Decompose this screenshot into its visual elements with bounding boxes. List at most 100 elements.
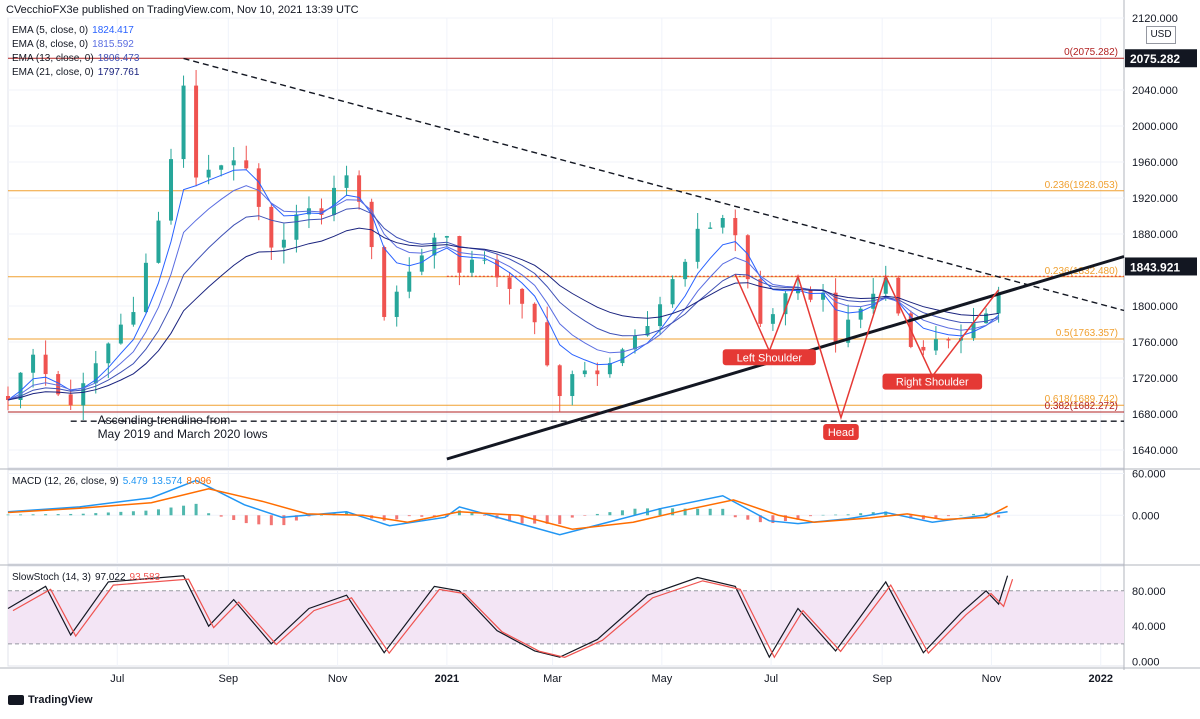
candle-body (31, 354, 36, 373)
macd-histogram-bar (6, 514, 10, 516)
head-label: Head (828, 427, 854, 439)
legend-ema13-value: 1806.473 (97, 53, 140, 64)
candle-body (332, 187, 337, 215)
macd-histogram-bar (859, 513, 863, 516)
legend-ema13[interactable]: EMA (13, close, 0) 1806.473 (12, 53, 139, 64)
macd-signal-line (7, 488, 1008, 530)
legend-stoch[interactable]: SlowStoch (14, 3) 97.022 93.583 (12, 572, 160, 583)
tradingview-logo[interactable]: TradingView (8, 694, 93, 706)
candle-body (946, 339, 951, 341)
macd-line (7, 479, 1008, 536)
candle-body (996, 294, 1001, 314)
candle-body (269, 206, 274, 248)
candle-body (858, 308, 863, 320)
left-shoulder-label: Left Shoulder (737, 352, 803, 364)
candle-body (181, 85, 186, 160)
candle-body (658, 304, 663, 327)
trendline-note-line1: Ascending trendline from (98, 413, 231, 427)
macd-histogram-bar (570, 515, 574, 518)
candle-body (56, 374, 61, 395)
candle-body (545, 322, 550, 366)
candle-body (883, 277, 888, 294)
macd-histogram-bar (269, 515, 273, 526)
macd-histogram-bar (821, 514, 825, 516)
candle-body (419, 255, 424, 272)
candle-body (670, 279, 675, 305)
macd-histogram-bar (934, 515, 938, 519)
time-tick-label: Nov (982, 673, 1002, 685)
candle-body (256, 168, 261, 207)
price-badge-label: 1843.921 (1130, 260, 1180, 274)
macd-histogram-bar (44, 514, 48, 516)
price-tick-label: 1640.000 (1132, 445, 1178, 457)
time-tick-label: May (651, 673, 672, 685)
candle-body (6, 396, 10, 400)
legend-macd[interactable]: MACD (12, 26, close, 9) 5.479 13.574 8.096 (12, 476, 211, 487)
candle-body (783, 293, 788, 315)
candle-body (219, 165, 224, 170)
candle-body (795, 289, 800, 294)
candle-body (495, 259, 500, 278)
macd-histogram-bar (683, 508, 687, 516)
time-tick-label: 2022 (1088, 673, 1112, 685)
time-tick-label: Mar (543, 673, 562, 685)
macd-histogram-bar (219, 515, 223, 517)
price-tick-label: 1680.000 (1132, 409, 1178, 421)
candle-body (143, 262, 148, 313)
candle-body (532, 303, 537, 323)
macd-histogram-bar (307, 515, 311, 517)
macd-histogram-bar (671, 508, 675, 516)
macd-histogram-bar (658, 508, 662, 516)
macd-histogram-bar (545, 515, 549, 524)
macd-histogram-bar (420, 515, 424, 517)
macd-histogram-bar (796, 515, 800, 520)
macd-histogram-bar (520, 515, 524, 524)
legend-ema21[interactable]: EMA (21, close, 0) 1797.761 (12, 67, 139, 78)
macd-histogram-bar (182, 505, 186, 516)
brand-label: TradingView (28, 694, 93, 706)
macd-histogram-bar (921, 515, 925, 520)
candle-body (394, 291, 399, 317)
trendline-note-line2: May 2019 and March 2020 lows (98, 427, 268, 441)
legend-ema8[interactable]: EMA (8, close, 0) 1815.592 (12, 39, 134, 50)
macd-histogram-bar (131, 511, 135, 516)
macd-histogram-bar (997, 515, 1001, 518)
stoch-tick-label: 40.000 (1132, 621, 1166, 633)
currency-button[interactable]: USD (1146, 26, 1176, 44)
price-tick-label: 2040.000 (1132, 85, 1178, 97)
macd-histogram-bar (232, 515, 236, 521)
macd-histogram-bar (783, 515, 787, 522)
macd-histogram-bar (345, 512, 349, 516)
legend-stoch-k-value: 97.022 (94, 572, 126, 583)
fib-level-label: 0.618(1689.742) (1045, 394, 1118, 405)
fib-level-label: 0(2075.282) (1064, 47, 1118, 58)
candle-body (482, 259, 487, 261)
candle-body (294, 214, 299, 240)
candle-body (984, 313, 989, 324)
candle-body (683, 261, 688, 280)
macd-histogram-bar (834, 514, 838, 516)
macd-histogram-bar (946, 515, 950, 517)
candle-body (821, 292, 826, 300)
candle-body (81, 383, 86, 406)
price-pane (7, 17, 1125, 469)
candle-body (708, 227, 713, 229)
candle-body (520, 288, 525, 304)
time-tick-label: Sep (872, 673, 892, 685)
macd-histogram-bar (620, 510, 624, 516)
macd-histogram-bar (884, 511, 888, 516)
price-badge-box (1125, 257, 1197, 276)
legend-macd-signal-value: 13.574 (151, 476, 183, 487)
stoch-tick-label: 0.000 (1132, 657, 1160, 669)
tradingview-logo-icon (8, 695, 24, 706)
price-badge-label: 2075.282 (1130, 52, 1180, 66)
candle-body (444, 236, 449, 238)
ema8-line (7, 185, 999, 401)
ema5-line (7, 169, 999, 401)
legend-ema5[interactable]: EMA (5, close, 0) 1824.417 (12, 25, 134, 36)
macd-tick-label: 0.000 (1132, 510, 1160, 522)
macd-histogram-bar (106, 512, 110, 516)
price-tick-label: 2120.000 (1132, 13, 1178, 25)
left-shoulder-box (722, 349, 816, 366)
